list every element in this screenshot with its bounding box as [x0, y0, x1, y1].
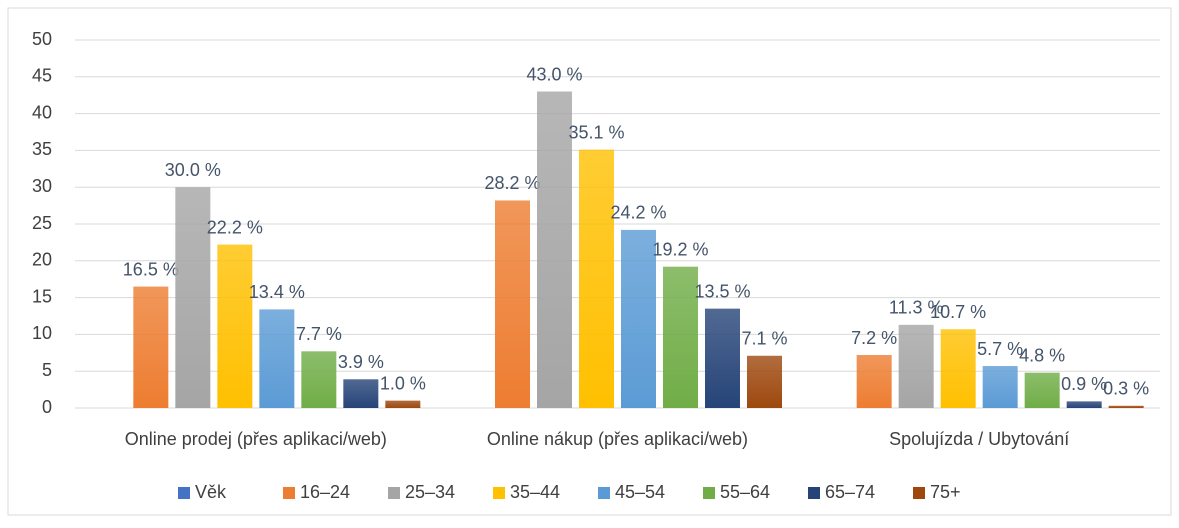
- bar: [537, 91, 572, 409]
- value-label: 24.2 %: [610, 203, 666, 223]
- y-tick-label: 5: [42, 360, 52, 380]
- legend-label: 25–34: [405, 482, 455, 502]
- bar: [579, 149, 614, 408]
- legend-swatch: [493, 487, 505, 499]
- value-label: 22.2 %: [207, 217, 263, 237]
- legend-label: 65–74: [825, 482, 875, 502]
- value-label: 7.2 %: [851, 328, 897, 348]
- legend-swatch: [178, 487, 190, 499]
- bar: [1066, 401, 1102, 408]
- legend-label: 45–54: [615, 482, 665, 502]
- y-tick-label: 25: [32, 213, 52, 233]
- value-label: 30.0 %: [165, 160, 221, 180]
- x-tick-label: Online nákup (přes aplikaci/web): [487, 429, 748, 449]
- legend-swatch: [388, 487, 400, 499]
- bar: [940, 329, 976, 408]
- value-label: 5.7 %: [977, 339, 1023, 359]
- value-label: 13.4 %: [249, 282, 305, 302]
- x-tick-label: Spolujízda / Ubytování: [889, 429, 1069, 449]
- legend-label: 35–44: [510, 482, 560, 502]
- value-label: 11.3 %: [889, 298, 944, 318]
- bar: [898, 324, 934, 408]
- legend-label: 55–64: [720, 482, 770, 502]
- value-label: 0.3 %: [1103, 379, 1149, 399]
- value-label: 28.2 %: [484, 173, 540, 193]
- bar: [621, 229, 656, 408]
- y-tick-label: 45: [32, 66, 52, 86]
- value-label: 7.7 %: [296, 324, 342, 344]
- value-label: 7.1 %: [741, 328, 787, 348]
- bar: [385, 400, 421, 408]
- value-label: 19.2 %: [652, 239, 708, 259]
- value-label: 4.8 %: [1019, 345, 1065, 365]
- y-tick-label: 35: [32, 139, 52, 159]
- value-label: 10.7 %: [930, 302, 986, 322]
- bar: [343, 379, 379, 408]
- value-label: 43.0 %: [526, 64, 582, 84]
- bar: [495, 200, 530, 408]
- y-tick-label: 15: [32, 286, 52, 306]
- x-tick-label: Online prodej (přes aplikaci/web): [125, 429, 387, 449]
- bar: [301, 351, 337, 408]
- bar: [747, 355, 782, 408]
- value-label: 35.1 %: [568, 122, 624, 142]
- y-tick-label: 10: [32, 323, 52, 343]
- y-tick-label: 20: [32, 250, 52, 270]
- bar: [259, 309, 295, 408]
- legend-swatch: [808, 487, 820, 499]
- legend-swatch: [598, 487, 610, 499]
- value-label: 16.5 %: [123, 259, 179, 279]
- bar: [1024, 372, 1060, 408]
- legend-label: 16–24: [300, 482, 350, 502]
- y-tick-label: 0: [42, 397, 52, 417]
- legend-label: Věk: [195, 482, 227, 502]
- y-tick-label: 30: [32, 176, 52, 196]
- value-label: 0.9 %: [1061, 374, 1107, 394]
- y-tick-label: 40: [32, 102, 52, 122]
- y-tick-label: 50: [32, 29, 52, 49]
- bar: [705, 308, 740, 408]
- legend-swatch: [283, 487, 295, 499]
- legend-swatch: [703, 487, 715, 499]
- bar: [133, 286, 169, 408]
- bar: [663, 266, 698, 408]
- value-label: 1.0 %: [380, 373, 426, 393]
- bar: [217, 244, 253, 408]
- value-label: 3.9 %: [338, 352, 384, 372]
- bar: [175, 187, 211, 408]
- legend-label: 75+: [930, 482, 961, 502]
- bar: [856, 355, 892, 408]
- bar: [982, 366, 1018, 408]
- legend-swatch: [913, 487, 925, 499]
- bar: [1108, 405, 1144, 408]
- value-label: 13.5 %: [694, 281, 750, 301]
